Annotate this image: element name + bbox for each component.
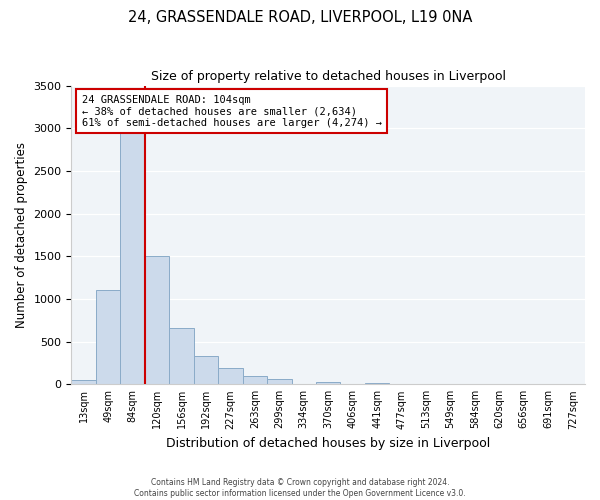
Bar (96, 290, 121, 384)
Bar (71, 380, 96, 384)
Bar (267, 379, 292, 384)
Bar (242, 376, 267, 384)
Bar (316, 382, 340, 384)
Text: 24, GRASSENDALE ROAD, LIVERPOOL, L19 0NA: 24, GRASSENDALE ROAD, LIVERPOOL, L19 0NA (128, 10, 472, 25)
Text: 24 GRASSENDALE ROAD: 104sqm
← 38% of detached houses are smaller (2,634)
61% of : 24 GRASSENDALE ROAD: 104sqm ← 38% of det… (82, 94, 382, 128)
Bar (218, 368, 242, 384)
Y-axis label: Number of detached properties: Number of detached properties (15, 142, 28, 328)
Title: Size of property relative to detached houses in Liverpool: Size of property relative to detached ho… (151, 70, 506, 83)
Bar (365, 383, 389, 384)
X-axis label: Distribution of detached houses by size in Liverpool: Distribution of detached houses by size … (166, 437, 490, 450)
Bar (194, 356, 218, 384)
Bar (169, 328, 194, 384)
Text: Contains HM Land Registry data © Crown copyright and database right 2024.
Contai: Contains HM Land Registry data © Crown c… (134, 478, 466, 498)
Bar (121, 134, 145, 384)
Bar (145, 256, 169, 384)
